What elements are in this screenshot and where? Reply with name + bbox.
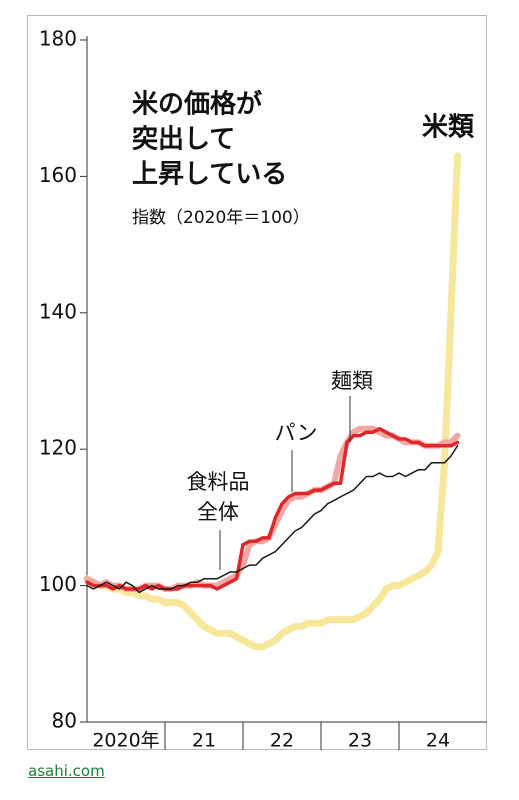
series-line xyxy=(85,426,460,591)
chart-subtitle: 指数（2020年＝100） xyxy=(132,208,310,228)
x-tick-label: 2020年 xyxy=(92,730,159,752)
y-tick-label: 160 xyxy=(39,163,77,187)
series-label: 麺類 xyxy=(331,369,373,393)
series-label: 食料品全体 xyxy=(186,470,250,524)
y-tick-label: 140 xyxy=(39,299,77,323)
series-label: 米類 xyxy=(422,113,475,143)
title-line: 米の価格が xyxy=(132,89,262,120)
x-tick-label: 21 xyxy=(192,730,216,752)
series-line xyxy=(83,152,461,651)
series-label: パン xyxy=(274,421,317,445)
y-tick-label: 100 xyxy=(39,572,77,596)
y-tick-label: 80 xyxy=(52,709,77,733)
title-line: 突出して xyxy=(132,125,235,155)
x-tick-label: 23 xyxy=(348,730,372,752)
y-tick-label: 120 xyxy=(39,436,77,460)
x-tick-label: 22 xyxy=(270,730,294,752)
x-tick-label: 24 xyxy=(426,730,450,752)
source-link[interactable]: asahi.com xyxy=(28,762,105,780)
y-tick-label: 180 xyxy=(39,27,77,51)
title-line: 上昇している xyxy=(132,160,287,190)
chart-frame xyxy=(27,15,487,750)
series-line xyxy=(86,445,459,594)
series-line xyxy=(84,425,461,592)
